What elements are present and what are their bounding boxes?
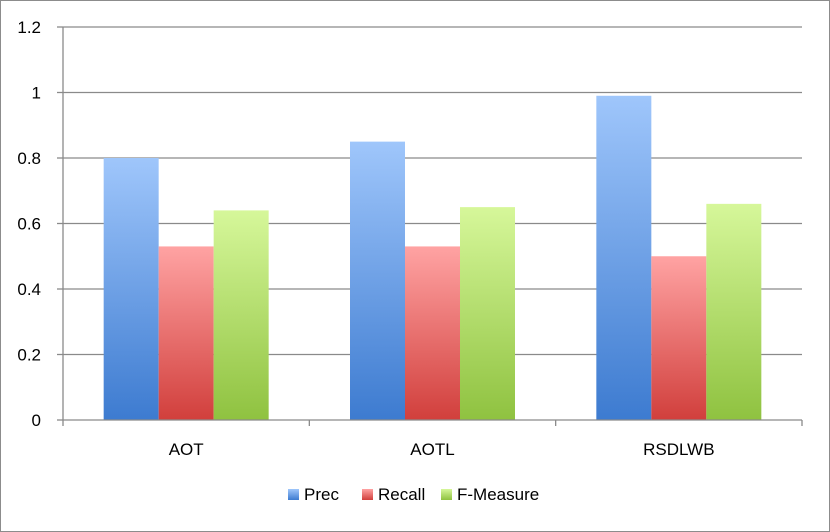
axes [57, 26, 803, 426]
bar-f-measure-aotl [460, 207, 515, 420]
x-tick-label: AOTL [410, 440, 454, 459]
bar-prec-aotl [350, 141, 405, 420]
legend-label: Prec [304, 485, 339, 504]
bar-prec-aot [103, 158, 159, 420]
bar-f-measure-rsdlwb [706, 203, 762, 420]
x-tick-label: AOT [169, 440, 204, 459]
y-tick-label: 0.2 [17, 346, 41, 365]
legend-label: Recall [378, 485, 425, 504]
bar-f-measure-aot [213, 210, 269, 420]
legend-swatch [288, 489, 299, 500]
y-tick-label: 0.6 [17, 215, 41, 234]
y-tick-label: 0.4 [17, 280, 41, 299]
legend-label: F-Measure [457, 485, 539, 504]
x-tick-label: RSDLWB [643, 440, 714, 459]
y-tick-label: 1.2 [17, 18, 41, 37]
bar-prec-rsdlwb [596, 95, 652, 421]
legend-swatch [362, 489, 373, 500]
bar-recall-rsdlwb [651, 256, 707, 420]
bar-recall-aotl [405, 246, 460, 420]
bars [103, 95, 762, 421]
y-tick-label: 0.8 [17, 149, 41, 168]
y-tick-label: 0 [32, 411, 41, 430]
legend: Prec Recall F-Measure [288, 485, 539, 504]
y-tick-label: 1 [32, 84, 41, 103]
legend-swatch [441, 489, 452, 500]
bar-recall-aot [158, 246, 214, 420]
x-tick-labels: AOT AOTL RSDLWB [169, 440, 715, 459]
y-tick-labels: 0 0.2 0.4 0.6 0.8 1 1.2 [17, 18, 41, 430]
